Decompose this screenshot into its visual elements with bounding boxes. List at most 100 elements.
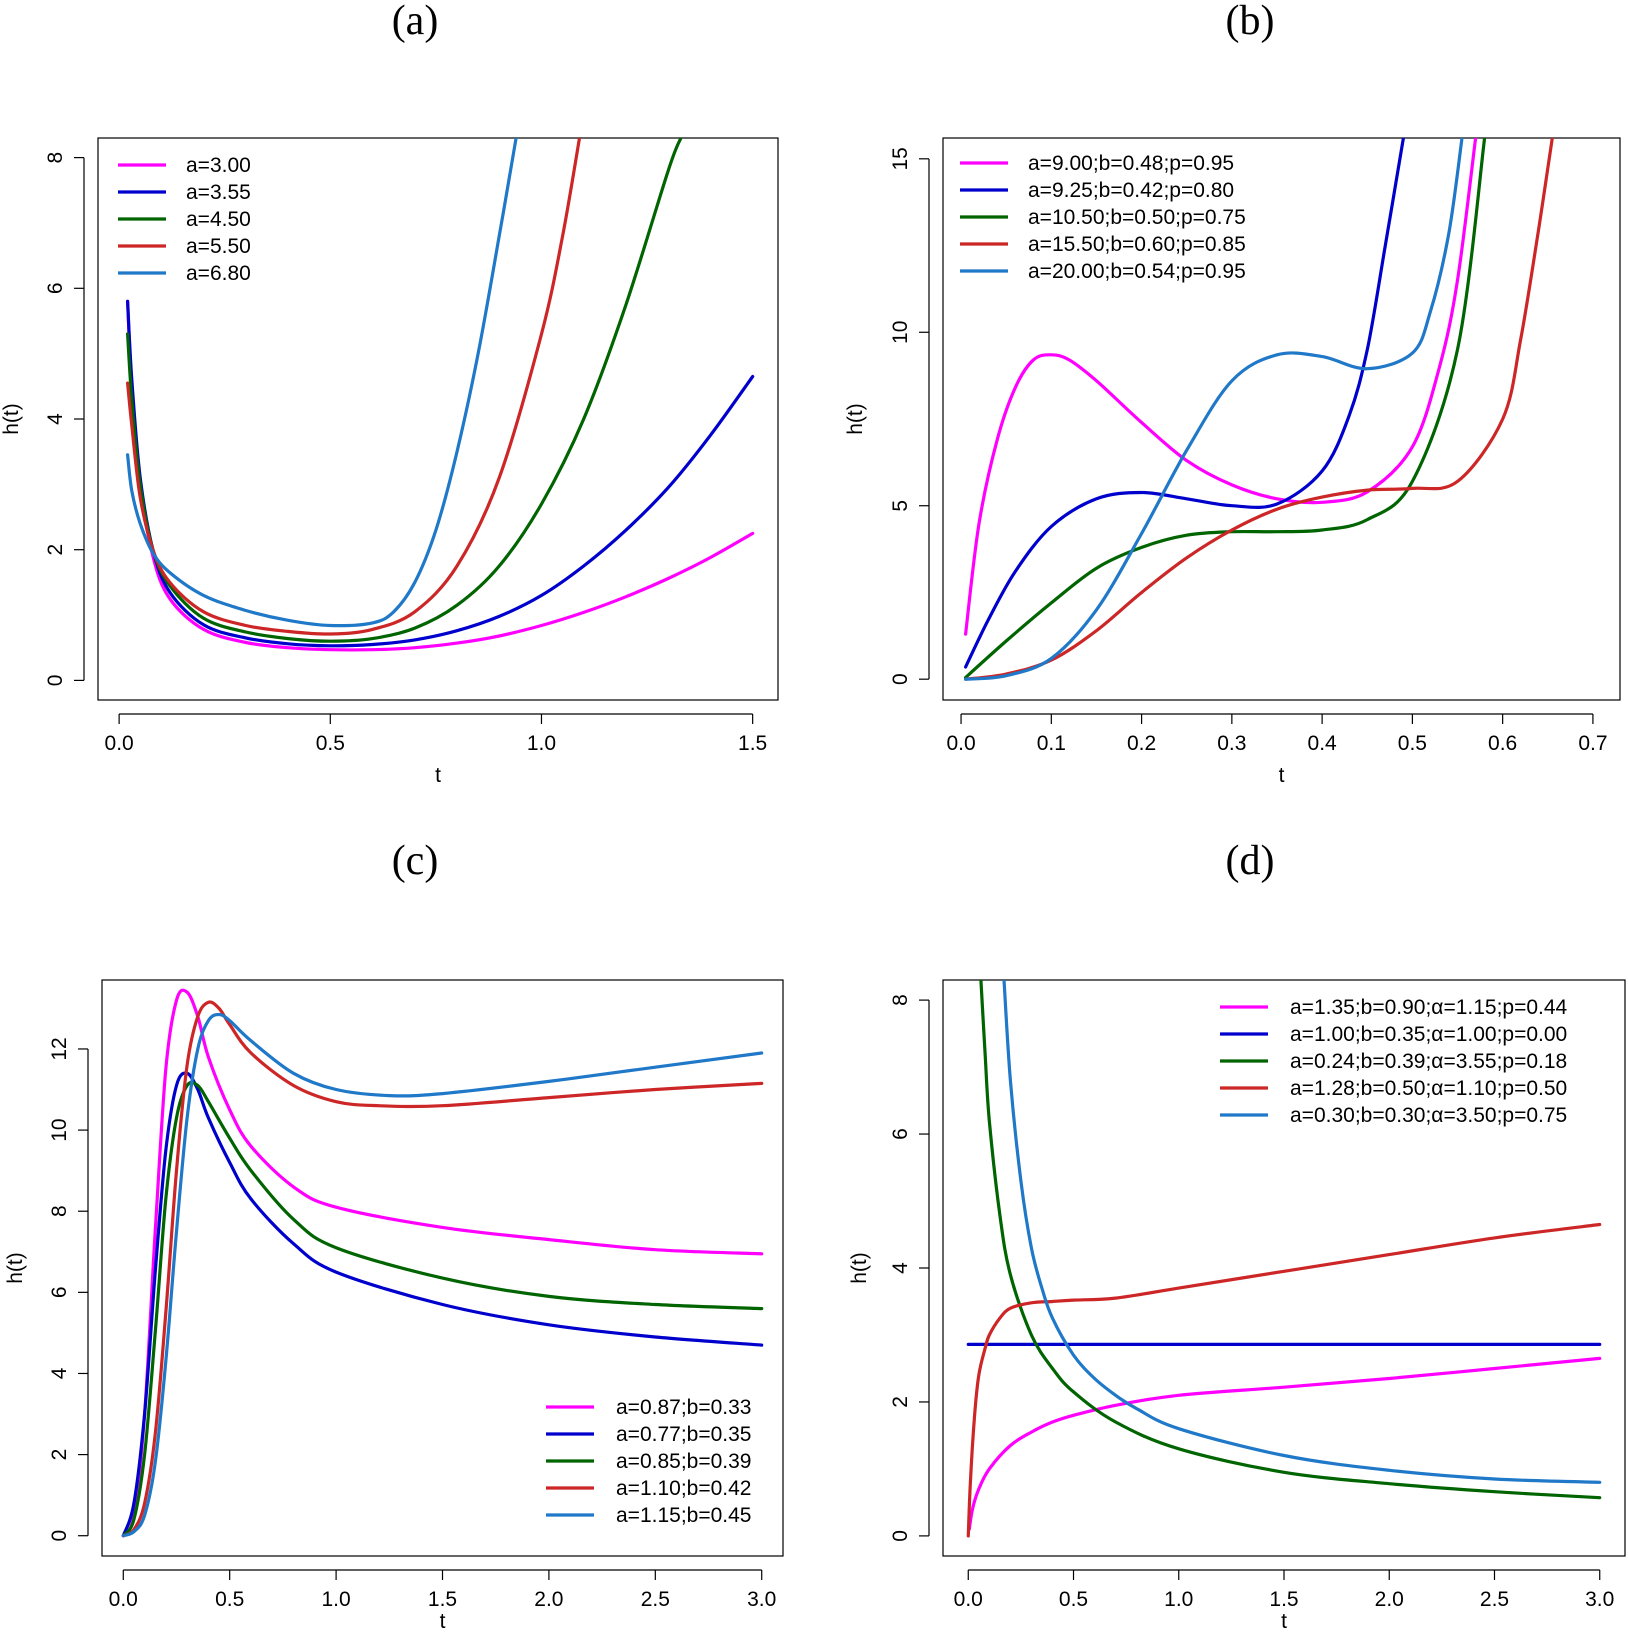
y-tick-label: 15 [889,147,912,170]
legend-label: a=5.50 [186,235,251,258]
x-tick-label: 0.5 [1059,1588,1088,1611]
y-tick-label: 0 [48,1530,71,1542]
series-group [964,138,1554,681]
legend-label: a=4.50 [186,208,251,231]
series-line-5 [126,138,518,628]
y-tick-label: 4 [44,413,67,425]
legend-label: a=9.25;b=0.42;p=0.80 [1028,179,1234,202]
series-group [126,138,755,652]
legend-label: a=9.00;b=0.48;p=0.95 [1028,152,1234,175]
series-line-1 [964,138,1478,636]
x-tick-label: 1.0 [1164,1588,1193,1611]
legend-label: a=1.10;b=0.42 [616,1477,751,1500]
x-tick-label: 2.5 [1480,1588,1509,1611]
x-tick-label: 2.0 [1375,1588,1404,1611]
x-tick-label: 3.0 [1585,1588,1614,1611]
x-tick-label: 0.0 [105,732,134,755]
plot-frame [101,979,784,1557]
x-tick-label: 0.0 [946,732,975,755]
legend-label: a=1.28;b=0.50;α=1.10;p=0.50 [1290,1077,1567,1100]
series-line-5 [964,138,1464,681]
y-tick-label: 0 [889,673,912,685]
panel-label: (a) [392,0,439,44]
x-tick-label: 0.3 [1217,732,1246,755]
x-axis-label: t [1279,764,1285,787]
y-tick-label: 2 [44,544,67,556]
legend: a=9.00;b=0.48;p=0.95 a=9.25;b=0.42;p=0.80… [960,152,1246,283]
legend-label: a=1.15;b=0.45 [616,1504,751,1527]
y-tick-label: 0 [44,675,67,687]
x-tick-label: 2.0 [534,1588,563,1611]
panel-d: (d) 0.0 0.5 1.0 1.5 2.0 2.5 3.0 t 0 2 4 6 8 h(t) a=1.35… [848,838,1626,1633]
y-axis-label: h(t) [0,403,23,435]
panel-label: (c) [392,838,439,884]
y-tick-label: 2 [889,1396,912,1408]
legend-label: a=0.30;b=0.30;α=3.50;p=0.75 [1290,1104,1567,1127]
x-tick-label: 0.7 [1578,732,1607,755]
x-tick-label: 1.5 [738,732,767,755]
y-tick-label: 0 [889,1530,912,1542]
x-tick-label: 0.2 [1127,732,1156,755]
legend: a=1.35;b=0.90;α=1.15;p=0.44 a=1.00;b=0.35… [1220,996,1568,1127]
y-tick-label: 8 [48,1205,71,1217]
series-line-2 [121,1071,764,1538]
y-axis: 0 2 4 6 8 [44,152,85,687]
y-tick-label: 5 [889,500,912,512]
y-tick-label: 12 [48,1037,71,1060]
x-tick-label: 1.0 [321,1588,350,1611]
series-line-3 [121,1080,764,1538]
y-axis: 0 2 4 6 8 10 12 [48,1037,89,1542]
series-line-5 [121,1012,764,1538]
plot-frame [97,137,779,701]
series-group [121,988,764,1538]
x-tick-label: 1.0 [527,732,556,755]
panel-label: (b) [1226,0,1275,44]
series-line-2 [126,299,755,648]
x-tick-label: 0.4 [1308,732,1338,755]
y-tick-label: 6 [889,1128,912,1140]
x-tick-label: 0.1 [1037,732,1066,755]
x-tick-label: 1.5 [1269,1588,1298,1611]
y-tick-label: 2 [48,1449,71,1461]
x-tick-label: 2.5 [641,1588,670,1611]
legend-label: a=0.24;b=0.39;α=3.55;p=0.18 [1290,1050,1567,1073]
x-tick-label: 3.0 [747,1588,776,1611]
x-tick-label: 0.5 [1398,732,1427,755]
x-tick-label: 0.0 [109,1588,138,1611]
y-tick-label: 4 [48,1367,71,1379]
x-axis: 0.0 0.5 1.0 1.5 2.0 2.5 3.0 [954,1569,1614,1611]
legend-label: a=3.55 [186,181,251,204]
y-tick-label: 8 [889,994,912,1006]
legend-label: a=1.35;b=0.90;α=1.15;p=0.44 [1290,996,1568,1019]
legend-label: a=20.00;b=0.54;p=0.95 [1028,260,1246,283]
y-axis-label: h(t) [844,403,867,435]
legend-label: a=15.50;b=0.60;p=0.85 [1028,233,1246,256]
x-tick-label: 1.5 [428,1588,457,1611]
legend: a=3.00 a=3.55 a=4.50 a=5.50 a=6.80 [118,154,251,285]
x-axis: 0.0 0.5 1.0 1.5 2.0 2.5 3.0 [109,1569,776,1611]
series-group [966,980,1602,1538]
series-line-1 [126,299,755,652]
y-tick-label: 10 [889,321,912,344]
y-axis-label: h(t) [848,1252,871,1284]
x-tick-label: 0.5 [215,1588,244,1611]
series-line-4 [964,138,1554,681]
series-line-2 [964,138,1405,669]
x-axis: 0.0 0.5 1.0 1.5 [105,713,767,755]
legend-label: a=1.00;b=0.35;α=1.00;p=0.00 [1290,1023,1567,1046]
series-line-4 [121,1000,764,1538]
y-tick-label: 6 [48,1286,71,1298]
legend-label: a=0.85;b=0.39 [616,1450,751,1473]
x-axis-label: t [435,764,441,787]
y-tick-label: 4 [889,1262,912,1274]
y-axis: 0 2 4 6 8 [889,994,930,1542]
plot-frame [942,137,1621,701]
legend-label: a=0.87;b=0.33 [616,1396,751,1419]
series-line-4 [126,138,582,636]
plot-frame [942,979,1626,1557]
panel-c: (c) 0.0 0.5 1.0 1.5 2.0 2.5 3.0 t 0 2 4 6 8 10 12 h(t) a=… [4,838,784,1633]
series-line-3 [964,138,1487,680]
y-tick-label: 6 [44,282,67,294]
series-line-5 [1002,980,1602,1484]
